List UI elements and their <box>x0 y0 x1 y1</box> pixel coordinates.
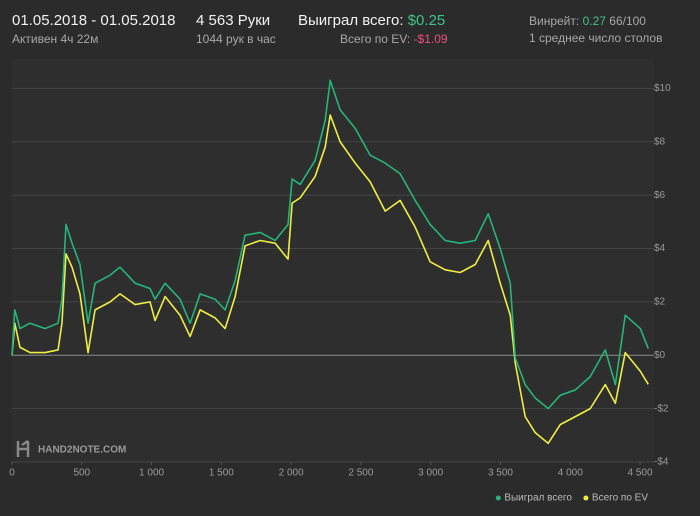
x-tick-label: 0 <box>9 468 15 479</box>
x-tick-label: 2 000 <box>279 468 304 479</box>
x-tick-label: 2 500 <box>348 468 373 479</box>
watermark: HAND2NOTE.COM <box>16 439 126 457</box>
active-time: Активен 4ч 22м <box>12 32 99 46</box>
y-tick-label: $4 <box>654 243 666 254</box>
legend-label: Выиграл всего <box>504 493 572 504</box>
ev-value: -$1.09 <box>413 32 448 46</box>
x-tick-label: 500 <box>73 468 90 479</box>
x-tick-label: 1 000 <box>139 468 164 479</box>
x-tick-label: 3 000 <box>418 468 443 479</box>
series-line <box>11 114 649 445</box>
ev-label: Всего по EV: <box>340 32 411 46</box>
y-tick-label: $6 <box>654 190 666 201</box>
tables: 1 среднее число столов <box>529 31 663 45</box>
hands: 4 563 Руки <box>196 12 271 29</box>
hands-per-hour: 1044 рук в час <box>196 32 276 46</box>
winrate-sample: 66/100 <box>609 14 646 28</box>
grid <box>11 59 654 465</box>
x-tick-label: 4 000 <box>558 468 583 479</box>
won-value: $0.25 <box>407 12 446 29</box>
legend-label: Всего по EV <box>592 493 648 504</box>
date-range: 01.05.2018 - 01.05.2018 <box>12 12 176 29</box>
won-label: Выиграл всего: <box>298 12 404 29</box>
y-tick-label: $10 <box>654 83 671 94</box>
x-tick-label: 4 500 <box>628 468 653 479</box>
y-tick-label: $2 <box>654 297 666 308</box>
winrate-label: Винрейт: <box>529 14 580 28</box>
legend-swatch <box>583 495 589 501</box>
y-tick-label: $8 <box>654 136 666 147</box>
y-tick-label: -$2 <box>654 403 669 414</box>
x-tick-label: 1 500 <box>209 468 234 479</box>
watermark-text: HAND2NOTE.COM <box>38 445 126 456</box>
winrate: Винрейт: 0.27 66/100 <box>529 14 646 28</box>
won-total: Выиграл всего: $0.25 <box>298 12 445 29</box>
legend-swatch <box>495 495 501 501</box>
winrate-value: 0.27 <box>582 14 606 28</box>
y-tick-label: -$4 <box>654 457 669 468</box>
plot-area <box>12 59 654 462</box>
ev-total: Всего по EV: -$1.09 <box>340 32 448 46</box>
series-line <box>11 79 650 410</box>
watermark-logo <box>16 439 30 457</box>
y-tick-label: $0 <box>654 350 666 361</box>
x-tick-label: 3 500 <box>488 468 513 479</box>
